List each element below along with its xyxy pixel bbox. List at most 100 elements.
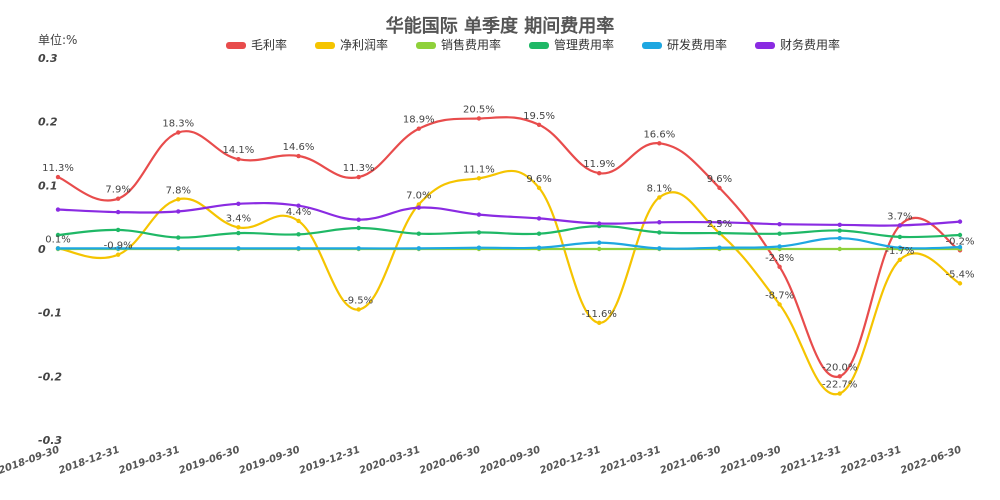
data-point: [115, 209, 121, 215]
data-point: [777, 264, 782, 270]
data-label: 9.6%: [526, 174, 551, 185]
data-point: [657, 246, 662, 251]
data-point: [356, 174, 361, 180]
data-label: 16.6%: [643, 129, 675, 140]
data-point: [957, 244, 963, 250]
legend: 毛利率 净利润率 销售费用率 管理费用率 研发费用率 财务费用率: [226, 37, 840, 52]
data-label: 19.5%: [523, 111, 555, 122]
x-tick-label: 2018-09-30: [0, 444, 61, 476]
data-point: [897, 257, 903, 263]
legend-label: 净利润率: [340, 37, 388, 52]
data-label: -22.7%: [822, 380, 857, 391]
data-point: [476, 245, 482, 250]
unit-label: 单位:%: [38, 32, 77, 47]
data-point: [416, 126, 421, 131]
data-point: [957, 232, 963, 238]
x-axis: 2018-09-302018-12-312019-03-312019-06-30…: [0, 444, 963, 476]
data-point: [536, 122, 542, 128]
data-label: 7.9%: [105, 185, 130, 196]
legend-swatch: [529, 42, 549, 49]
data-point: [115, 252, 121, 257]
y-tick-label: -0.1: [38, 307, 62, 320]
data-point: [176, 235, 181, 240]
data-point: [837, 222, 842, 228]
y-tick-label: 0.1: [38, 179, 58, 192]
data-point: [416, 205, 421, 210]
data-point: [55, 246, 61, 251]
data-point: [777, 244, 782, 249]
x-tick-label: 2021-12-31: [779, 444, 843, 476]
legend-label: 管理费用率: [554, 37, 614, 52]
data-label: -1.7%: [885, 246, 914, 257]
y-axis: -0.3 -0.2 -0.1 0 0.1 0.2 0.3: [38, 52, 62, 447]
data-point: [657, 141, 662, 146]
data-point: [957, 281, 963, 286]
data-point: [356, 307, 361, 312]
data-point: [176, 197, 181, 202]
data-point: [296, 218, 301, 224]
data-label: -20.0%: [822, 362, 857, 373]
data-point: [236, 201, 241, 206]
data-point: [356, 225, 361, 231]
y-tick-label: 0: [38, 243, 46, 256]
data-point: [657, 220, 662, 225]
data-label: 2.5%: [707, 219, 732, 230]
data-point: [536, 185, 542, 191]
data-label: 11.9%: [583, 159, 615, 170]
data-point: [115, 227, 121, 233]
x-tick-label: 2019-06-30: [178, 444, 242, 476]
data-label: 9.6%: [707, 174, 732, 185]
data-point: [837, 235, 842, 241]
data-point: [476, 212, 482, 217]
data-point: [296, 153, 301, 159]
data-point: [356, 217, 361, 222]
data-point: [416, 231, 421, 236]
data-label: 11.1%: [463, 164, 495, 175]
data-point: [777, 221, 782, 227]
data-point: [236, 246, 241, 251]
x-tick-label: 2020-03-31: [358, 444, 422, 476]
y-tick-label: -0.2: [38, 370, 62, 383]
legend-label: 研发费用率: [667, 37, 727, 52]
x-tick-label: 2019-09-30: [238, 444, 302, 476]
data-point: [717, 230, 722, 236]
x-tick-label: 2021-03-31: [598, 444, 662, 476]
x-tick-label: 2020-06-30: [418, 444, 482, 476]
x-tick-label: 2020-12-31: [538, 444, 602, 476]
data-point: [236, 225, 241, 230]
legend-swatch: [226, 42, 246, 49]
legend-label: 财务费用率: [780, 37, 840, 52]
data-point: [55, 207, 61, 212]
data-point: [897, 245, 903, 250]
y-tick-label: 0.2: [38, 116, 58, 129]
data-point: [176, 246, 181, 251]
legend-swatch: [642, 42, 662, 49]
data-label: -8.7%: [765, 290, 794, 301]
data-label: 4.4%: [286, 207, 311, 218]
data-point: [296, 246, 301, 251]
data-point: [416, 202, 421, 207]
x-tick-label: 2022-06-30: [899, 444, 963, 476]
legend-label: 毛利率: [251, 37, 287, 52]
data-label: 14.6%: [283, 142, 315, 153]
data-label: -9.5%: [344, 295, 373, 306]
data-point: [236, 157, 241, 162]
data-label: 18.9%: [403, 115, 435, 126]
x-tick-label: 2021-06-30: [659, 444, 723, 476]
data-label: 20.5%: [463, 104, 495, 115]
data-point: [476, 176, 482, 181]
x-tick-label: 2018-12-31: [57, 444, 121, 476]
data-label: 11.3%: [42, 163, 74, 174]
data-point: [536, 231, 542, 236]
data-point: [957, 219, 963, 224]
series-lines: [57, 116, 961, 396]
data-point: [55, 232, 61, 238]
x-tick-label: 2022-03-31: [839, 444, 903, 476]
data-label: -5.4%: [945, 269, 974, 280]
data-point: [717, 220, 722, 225]
data-point: [356, 246, 361, 251]
x-tick-label: 2020-09-30: [478, 444, 542, 476]
data-label: 18.3%: [162, 118, 194, 129]
data-labels: 11.3% 7.9% 18.3% 14.1% 14.6% 11.3% 18.9% 20.5% 1…: [42, 104, 974, 390]
data-label: 7.0%: [406, 190, 431, 201]
